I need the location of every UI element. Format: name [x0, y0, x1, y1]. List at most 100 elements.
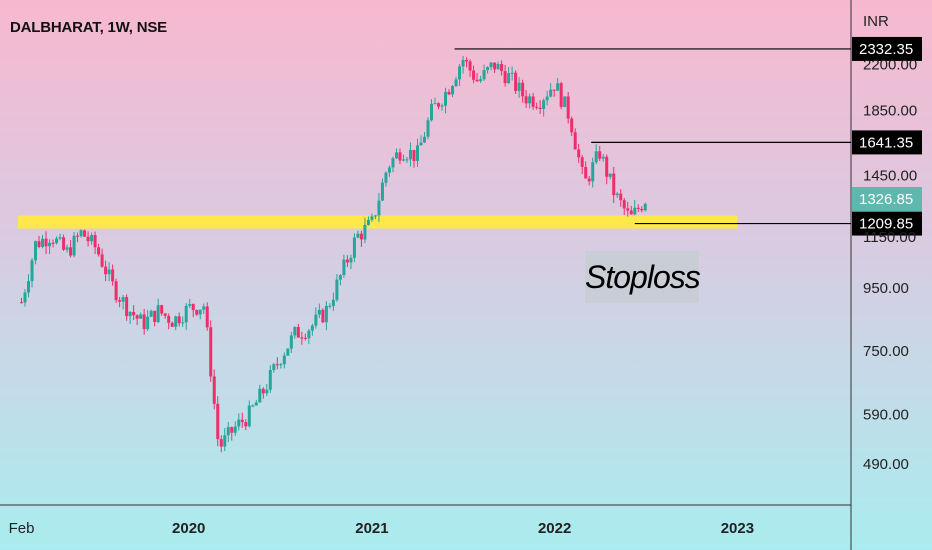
candle-body: [310, 325, 314, 331]
candle-body: [104, 266, 108, 275]
candle-body: [384, 172, 388, 183]
candle-body: [370, 216, 374, 220]
candle-body: [223, 435, 227, 447]
candle-body: [605, 156, 609, 177]
candle-body: [380, 182, 384, 201]
candle-body: [142, 314, 146, 330]
candle-body: [521, 82, 525, 97]
candle-body: [636, 207, 640, 209]
candle-body: [146, 316, 150, 330]
candle-body: [608, 173, 612, 177]
y-tick-label: 950.00: [863, 280, 909, 297]
candle-body: [549, 89, 553, 97]
candle-body: [626, 208, 630, 211]
candle-body: [128, 311, 132, 317]
candle-body: [440, 105, 444, 107]
candle-body: [293, 327, 297, 336]
candle-body: [359, 233, 363, 240]
candle-body: [307, 330, 311, 339]
candle-body: [286, 348, 290, 356]
candle-body: [538, 107, 542, 109]
candle-body: [254, 402, 258, 406]
candle-body: [268, 370, 272, 390]
candle-body: [461, 60, 465, 67]
candle-body: [321, 309, 325, 323]
x-tick-label: Feb: [9, 520, 35, 537]
candle-body: [514, 72, 518, 91]
candle-body: [331, 299, 335, 306]
support-zone: [18, 215, 738, 229]
candle-body: [205, 306, 209, 328]
candle-body: [125, 297, 129, 317]
candle-body: [314, 314, 318, 326]
candle-body: [37, 241, 41, 247]
candle-body: [303, 337, 307, 339]
candle-body: [153, 310, 157, 323]
candle-body: [349, 257, 353, 263]
candle-body: [591, 162, 595, 182]
candle-body: [282, 355, 286, 365]
candle-body: [83, 230, 87, 237]
candle-body: [328, 305, 332, 307]
symbol-title: DALBHARAT, 1W, NSE: [10, 19, 167, 36]
candle-body: [219, 439, 223, 447]
y-tick-label: 1850.00: [863, 103, 917, 120]
y-tick-label: 750.00: [863, 343, 909, 360]
candle-body: [300, 337, 304, 339]
candle-body: [398, 152, 402, 161]
candle-body: [475, 79, 479, 82]
candle-body: [184, 305, 188, 323]
candle-body: [55, 238, 59, 244]
candle-body: [419, 142, 423, 146]
candle-body: [412, 149, 416, 161]
candle-body: [209, 327, 213, 377]
candle-body: [170, 322, 174, 327]
candle-body: [535, 106, 539, 108]
candle-body: [195, 309, 199, 315]
candle-body: [352, 237, 356, 258]
candle-body: [65, 247, 69, 250]
candle-body: [619, 193, 623, 201]
level-tag-label: 1641.35: [859, 134, 913, 151]
candle-body: [289, 335, 293, 349]
candle-body: [584, 166, 588, 179]
y-tick-label: 1450.00: [863, 167, 917, 184]
candle-body: [226, 427, 230, 436]
candle-body: [62, 237, 66, 250]
candle-body: [451, 86, 455, 95]
candle-body: [643, 203, 647, 211]
candle-body: [577, 149, 581, 158]
candle-body: [261, 388, 265, 394]
candle-body: [202, 306, 206, 310]
candle-body: [401, 159, 405, 161]
candle-body: [335, 279, 339, 300]
candle-body: [191, 304, 195, 310]
candle-body: [34, 241, 38, 261]
candle-body: [275, 364, 279, 366]
candle-body: [90, 235, 94, 242]
candle-body: [437, 103, 441, 107]
candle-body: [135, 315, 139, 319]
candle-body: [507, 73, 511, 84]
candle-body: [444, 91, 448, 106]
candle-body: [387, 167, 391, 173]
candle-body: [100, 254, 104, 267]
candle-body: [272, 364, 276, 371]
stoploss-annotation: Stoploss: [585, 251, 701, 303]
candle-body: [240, 419, 244, 423]
candle-body: [86, 236, 90, 242]
candle-body: [633, 207, 637, 215]
candle-body: [363, 224, 367, 240]
candle-body: [356, 233, 360, 238]
level-tag: [852, 130, 922, 155]
candle-body: [408, 149, 412, 160]
candle-body: [163, 313, 167, 316]
candle-body: [230, 427, 234, 433]
candle-body: [156, 305, 160, 323]
candle-body: [76, 235, 80, 237]
level-tag: [852, 211, 922, 236]
candle-body: [177, 316, 181, 324]
candle-body: [174, 316, 178, 327]
